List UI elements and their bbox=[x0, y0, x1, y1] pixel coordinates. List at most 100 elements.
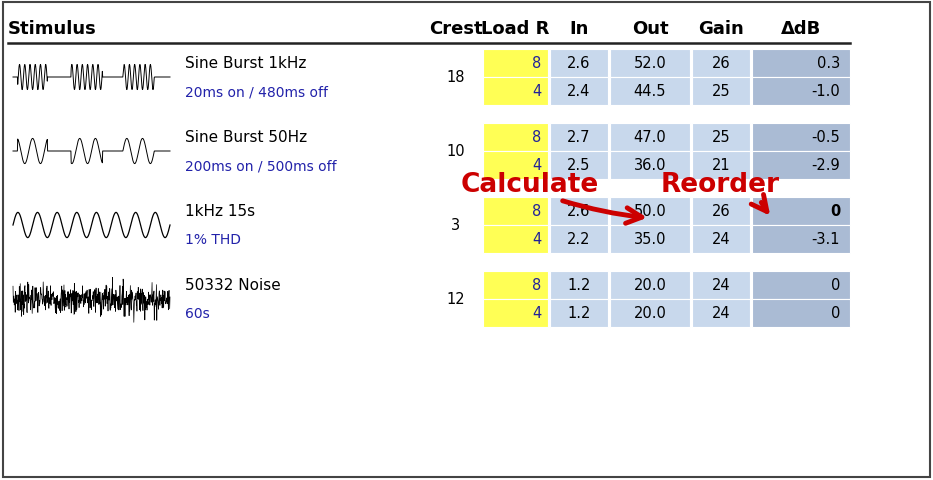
Bar bbox=[610, 152, 690, 180]
Bar bbox=[692, 50, 750, 78]
Bar bbox=[692, 152, 750, 180]
Bar bbox=[550, 226, 608, 253]
Text: 0.3: 0.3 bbox=[817, 56, 841, 72]
Text: 3: 3 bbox=[452, 218, 461, 233]
Text: 8: 8 bbox=[532, 56, 541, 72]
Text: 8: 8 bbox=[532, 130, 541, 145]
Text: 50332 Noise: 50332 Noise bbox=[185, 278, 281, 293]
Text: -3.1: -3.1 bbox=[812, 232, 841, 247]
Bar bbox=[610, 271, 690, 300]
Text: 2.4: 2.4 bbox=[567, 84, 591, 99]
Text: 10: 10 bbox=[447, 144, 466, 159]
Text: Calculate: Calculate bbox=[461, 172, 599, 198]
Text: 8: 8 bbox=[532, 278, 541, 293]
Bar bbox=[752, 271, 850, 300]
Text: 36.0: 36.0 bbox=[634, 158, 666, 173]
Bar bbox=[692, 226, 750, 253]
Text: 200ms on / 500ms off: 200ms on / 500ms off bbox=[185, 159, 337, 173]
Bar bbox=[752, 226, 850, 253]
Bar bbox=[752, 124, 850, 152]
Bar bbox=[483, 124, 548, 152]
Bar bbox=[610, 300, 690, 327]
Text: 44.5: 44.5 bbox=[634, 84, 666, 99]
Text: In: In bbox=[569, 20, 589, 38]
Text: 12: 12 bbox=[447, 292, 466, 307]
Bar bbox=[752, 198, 850, 226]
Bar bbox=[610, 50, 690, 78]
Bar bbox=[692, 271, 750, 300]
Text: 20ms on / 480ms off: 20ms on / 480ms off bbox=[185, 85, 328, 99]
Bar bbox=[483, 300, 548, 327]
Text: 2.6: 2.6 bbox=[567, 56, 591, 72]
Text: 26: 26 bbox=[712, 204, 731, 219]
Text: 1.2: 1.2 bbox=[567, 278, 591, 293]
Text: 20.0: 20.0 bbox=[634, 306, 666, 321]
Text: 0: 0 bbox=[830, 204, 841, 219]
Bar bbox=[610, 198, 690, 226]
Text: 52.0: 52.0 bbox=[634, 56, 666, 72]
Bar bbox=[692, 78, 750, 106]
Text: Load R: Load R bbox=[481, 20, 550, 38]
Bar bbox=[483, 78, 548, 106]
Text: 0: 0 bbox=[830, 306, 841, 321]
Bar bbox=[550, 50, 608, 78]
Bar bbox=[550, 152, 608, 180]
Text: 50.0: 50.0 bbox=[634, 204, 666, 219]
Bar bbox=[610, 226, 690, 253]
Text: -1.0: -1.0 bbox=[812, 84, 841, 99]
Bar bbox=[550, 198, 608, 226]
Text: Stimulus: Stimulus bbox=[8, 20, 97, 38]
Bar bbox=[752, 78, 850, 106]
Text: Sine Burst 1kHz: Sine Burst 1kHz bbox=[185, 56, 306, 72]
Text: -0.5: -0.5 bbox=[812, 130, 841, 145]
Bar bbox=[752, 50, 850, 78]
Text: 4: 4 bbox=[532, 232, 541, 247]
Text: 4: 4 bbox=[532, 306, 541, 321]
Text: Crest: Crest bbox=[429, 20, 482, 38]
Text: 8: 8 bbox=[532, 204, 541, 219]
Text: 2.7: 2.7 bbox=[567, 130, 591, 145]
Text: 18: 18 bbox=[447, 71, 466, 85]
Text: ΔdB: ΔdB bbox=[781, 20, 821, 38]
Bar bbox=[483, 271, 548, 300]
Bar bbox=[550, 78, 608, 106]
Text: 25: 25 bbox=[712, 84, 731, 99]
Text: 24: 24 bbox=[712, 232, 731, 247]
Text: 0: 0 bbox=[830, 278, 841, 293]
Bar bbox=[550, 124, 608, 152]
Bar bbox=[483, 226, 548, 253]
Text: Sine Burst 50Hz: Sine Burst 50Hz bbox=[185, 130, 307, 145]
Text: 1kHz 15s: 1kHz 15s bbox=[185, 204, 255, 219]
Text: 47.0: 47.0 bbox=[634, 130, 666, 145]
Text: 60s: 60s bbox=[185, 306, 210, 320]
Text: Gain: Gain bbox=[698, 20, 744, 38]
Bar bbox=[483, 198, 548, 226]
Bar bbox=[610, 124, 690, 152]
Text: 35.0: 35.0 bbox=[634, 232, 666, 247]
Text: 2.5: 2.5 bbox=[567, 158, 591, 173]
Text: 4: 4 bbox=[532, 158, 541, 173]
Text: 26: 26 bbox=[712, 56, 731, 72]
Bar bbox=[610, 78, 690, 106]
Text: Out: Out bbox=[632, 20, 668, 38]
Text: 20.0: 20.0 bbox=[634, 278, 666, 293]
Text: 24: 24 bbox=[712, 306, 731, 321]
Text: Reorder: Reorder bbox=[661, 172, 779, 198]
Text: 4: 4 bbox=[532, 84, 541, 99]
Text: -2.9: -2.9 bbox=[812, 158, 841, 173]
Text: 2.6: 2.6 bbox=[567, 204, 591, 219]
Bar bbox=[550, 300, 608, 327]
Bar bbox=[483, 152, 548, 180]
Text: 2.2: 2.2 bbox=[567, 232, 591, 247]
Text: 1% THD: 1% THD bbox=[185, 232, 241, 247]
Bar bbox=[692, 124, 750, 152]
Text: 21: 21 bbox=[712, 158, 731, 173]
Bar bbox=[752, 152, 850, 180]
Bar bbox=[692, 198, 750, 226]
Bar bbox=[752, 300, 850, 327]
Bar bbox=[550, 271, 608, 300]
Bar bbox=[483, 50, 548, 78]
Text: 24: 24 bbox=[712, 278, 731, 293]
Text: 25: 25 bbox=[712, 130, 731, 145]
Text: 1.2: 1.2 bbox=[567, 306, 591, 321]
